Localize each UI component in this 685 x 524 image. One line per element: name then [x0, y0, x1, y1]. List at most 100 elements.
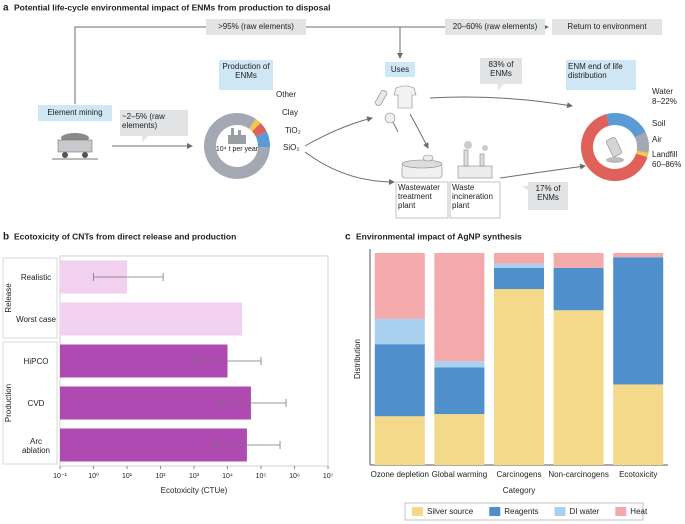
uses-icons — [374, 85, 417, 133]
legend-label: Reagents — [504, 507, 538, 516]
flow-box — [206, 19, 306, 35]
callout — [480, 58, 522, 90]
bar — [60, 302, 242, 336]
flow-label: 20–60% (raw elements) — [453, 22, 538, 31]
segment-label: SiO₂ — [283, 143, 299, 152]
legend-label: Silver source — [427, 507, 474, 516]
panel-title: Potential life-cycle environmental impac… — [14, 2, 330, 12]
flow-arrow — [304, 151, 395, 185]
x-tick-label: 10¹ — [122, 473, 133, 480]
wastewater-box — [395, 181, 449, 219]
donut-segment — [581, 114, 648, 181]
flow-arrow — [429, 96, 573, 109]
x-tick-label: Ozone depletion — [371, 470, 429, 479]
end-of-life-box — [566, 60, 636, 90]
category-label-box: HiPCO — [23, 357, 49, 367]
segment-label: Water — [652, 87, 673, 96]
mining-label: Element mining — [47, 108, 102, 117]
category-label: HiPCO — [23, 357, 49, 367]
wastewater-text: Wastewater treatment plant — [398, 183, 440, 211]
end-of-life-label: ENM end of life distribution — [568, 62, 623, 81]
production-label: Production of ENMs — [222, 62, 270, 81]
uses-box — [385, 62, 415, 77]
return-label: Return to environment — [567, 22, 647, 31]
x-axis-label: Category — [503, 486, 535, 495]
callout-text: 17% of ENMs — [535, 184, 561, 203]
donut-segment — [634, 132, 649, 154]
production-amount: 10⁴ t per year — [215, 146, 259, 153]
panel-label: b — [3, 232, 9, 243]
chart-c: c Environmental impact of AgNP synthesis D… — [345, 231, 668, 521]
legend-label: Heat — [630, 507, 648, 516]
category-label-box: Arc ablation — [21, 436, 51, 455]
bar-segment — [553, 310, 604, 465]
category-label-box: Worst case — [16, 315, 56, 325]
y-axis-label: Distribution — [353, 339, 362, 379]
flow-label: 17% of ENMs — [535, 184, 561, 203]
x-tick-label: 10⁷ — [323, 473, 334, 480]
group-label: Production — [4, 384, 13, 422]
bar-segment — [613, 384, 664, 465]
x-tick-label: 10⁰ — [88, 472, 99, 480]
disposal-icon — [606, 137, 624, 163]
chart-b: b Ecotoxicity of CNTs from direct release… — [2, 231, 334, 495]
category-label-box: CVD — [27, 399, 45, 409]
category-label: Arc ablation — [21, 436, 51, 455]
x-tick-label: 10⁶ — [289, 473, 300, 480]
segment-label: Soil — [652, 119, 666, 128]
wastewater-icon — [401, 154, 443, 179]
category-label: Realistic — [20, 273, 52, 283]
bar-segment — [374, 318, 425, 345]
segment-label: Other — [276, 90, 296, 99]
segment-label: Air — [652, 135, 662, 144]
incineration-text: Waste incineration plant — [452, 183, 493, 210]
group-label: Release — [4, 283, 13, 313]
production-text: Production of ENMs — [222, 62, 270, 81]
flow-label: >95% (raw elements) — [218, 22, 294, 31]
group-bracket — [2, 257, 58, 339]
error-bar — [193, 357, 262, 365]
donut-segment — [635, 150, 649, 158]
x-tick-label: 10³ — [189, 473, 200, 480]
factory-icon — [228, 128, 246, 144]
incineration-box — [449, 181, 501, 219]
chart-title: Ecotoxicity of CNTs from direct release … — [14, 231, 236, 241]
legend-label: DI water — [570, 507, 600, 516]
bar-segment — [613, 257, 664, 385]
legend-swatch — [615, 507, 627, 516]
production-box — [219, 60, 273, 90]
x-tick-label: Ecotoxicity — [619, 470, 657, 479]
x-tick-label: 10² — [155, 473, 166, 480]
category-label: Worst case — [16, 315, 56, 325]
x-tick-label: 10⁵ — [256, 473, 267, 480]
segment-range: 8–22% — [652, 97, 677, 106]
category-label: CVD — [27, 399, 45, 409]
segment-range: 60–86% — [652, 160, 681, 169]
legend-swatch — [412, 507, 423, 516]
donut-segment — [606, 113, 646, 138]
x-tick-label: Non-carcinogens — [548, 470, 608, 479]
callout — [120, 110, 188, 142]
wastewater-label: Wastewater treatment plant — [398, 183, 440, 211]
donut-segment — [255, 131, 271, 148]
segment-label: Clay — [282, 108, 298, 117]
flow-label: 83% of ENMs — [488, 60, 514, 79]
segment-label: Landfill — [652, 150, 678, 159]
chart-title: Environmental impact of AgNP synthesis — [356, 231, 522, 241]
error-bar — [213, 441, 281, 449]
incinerator-icon — [457, 141, 493, 179]
donut-segment — [252, 122, 267, 137]
bar-segment — [434, 414, 485, 465]
flow-arrow — [304, 116, 373, 147]
panel-label: c — [345, 232, 351, 243]
x-tick-label: 10⁻¹ — [53, 473, 67, 480]
x-tick-label: 10⁴ — [222, 473, 233, 480]
x-axis-label: Ecotoxicity (CTUe) — [161, 486, 228, 495]
bar-segment — [374, 416, 425, 465]
flow-box — [445, 19, 545, 35]
flow-line — [74, 24, 549, 104]
bar-segment — [494, 253, 544, 264]
uses-label: Uses — [391, 65, 409, 74]
